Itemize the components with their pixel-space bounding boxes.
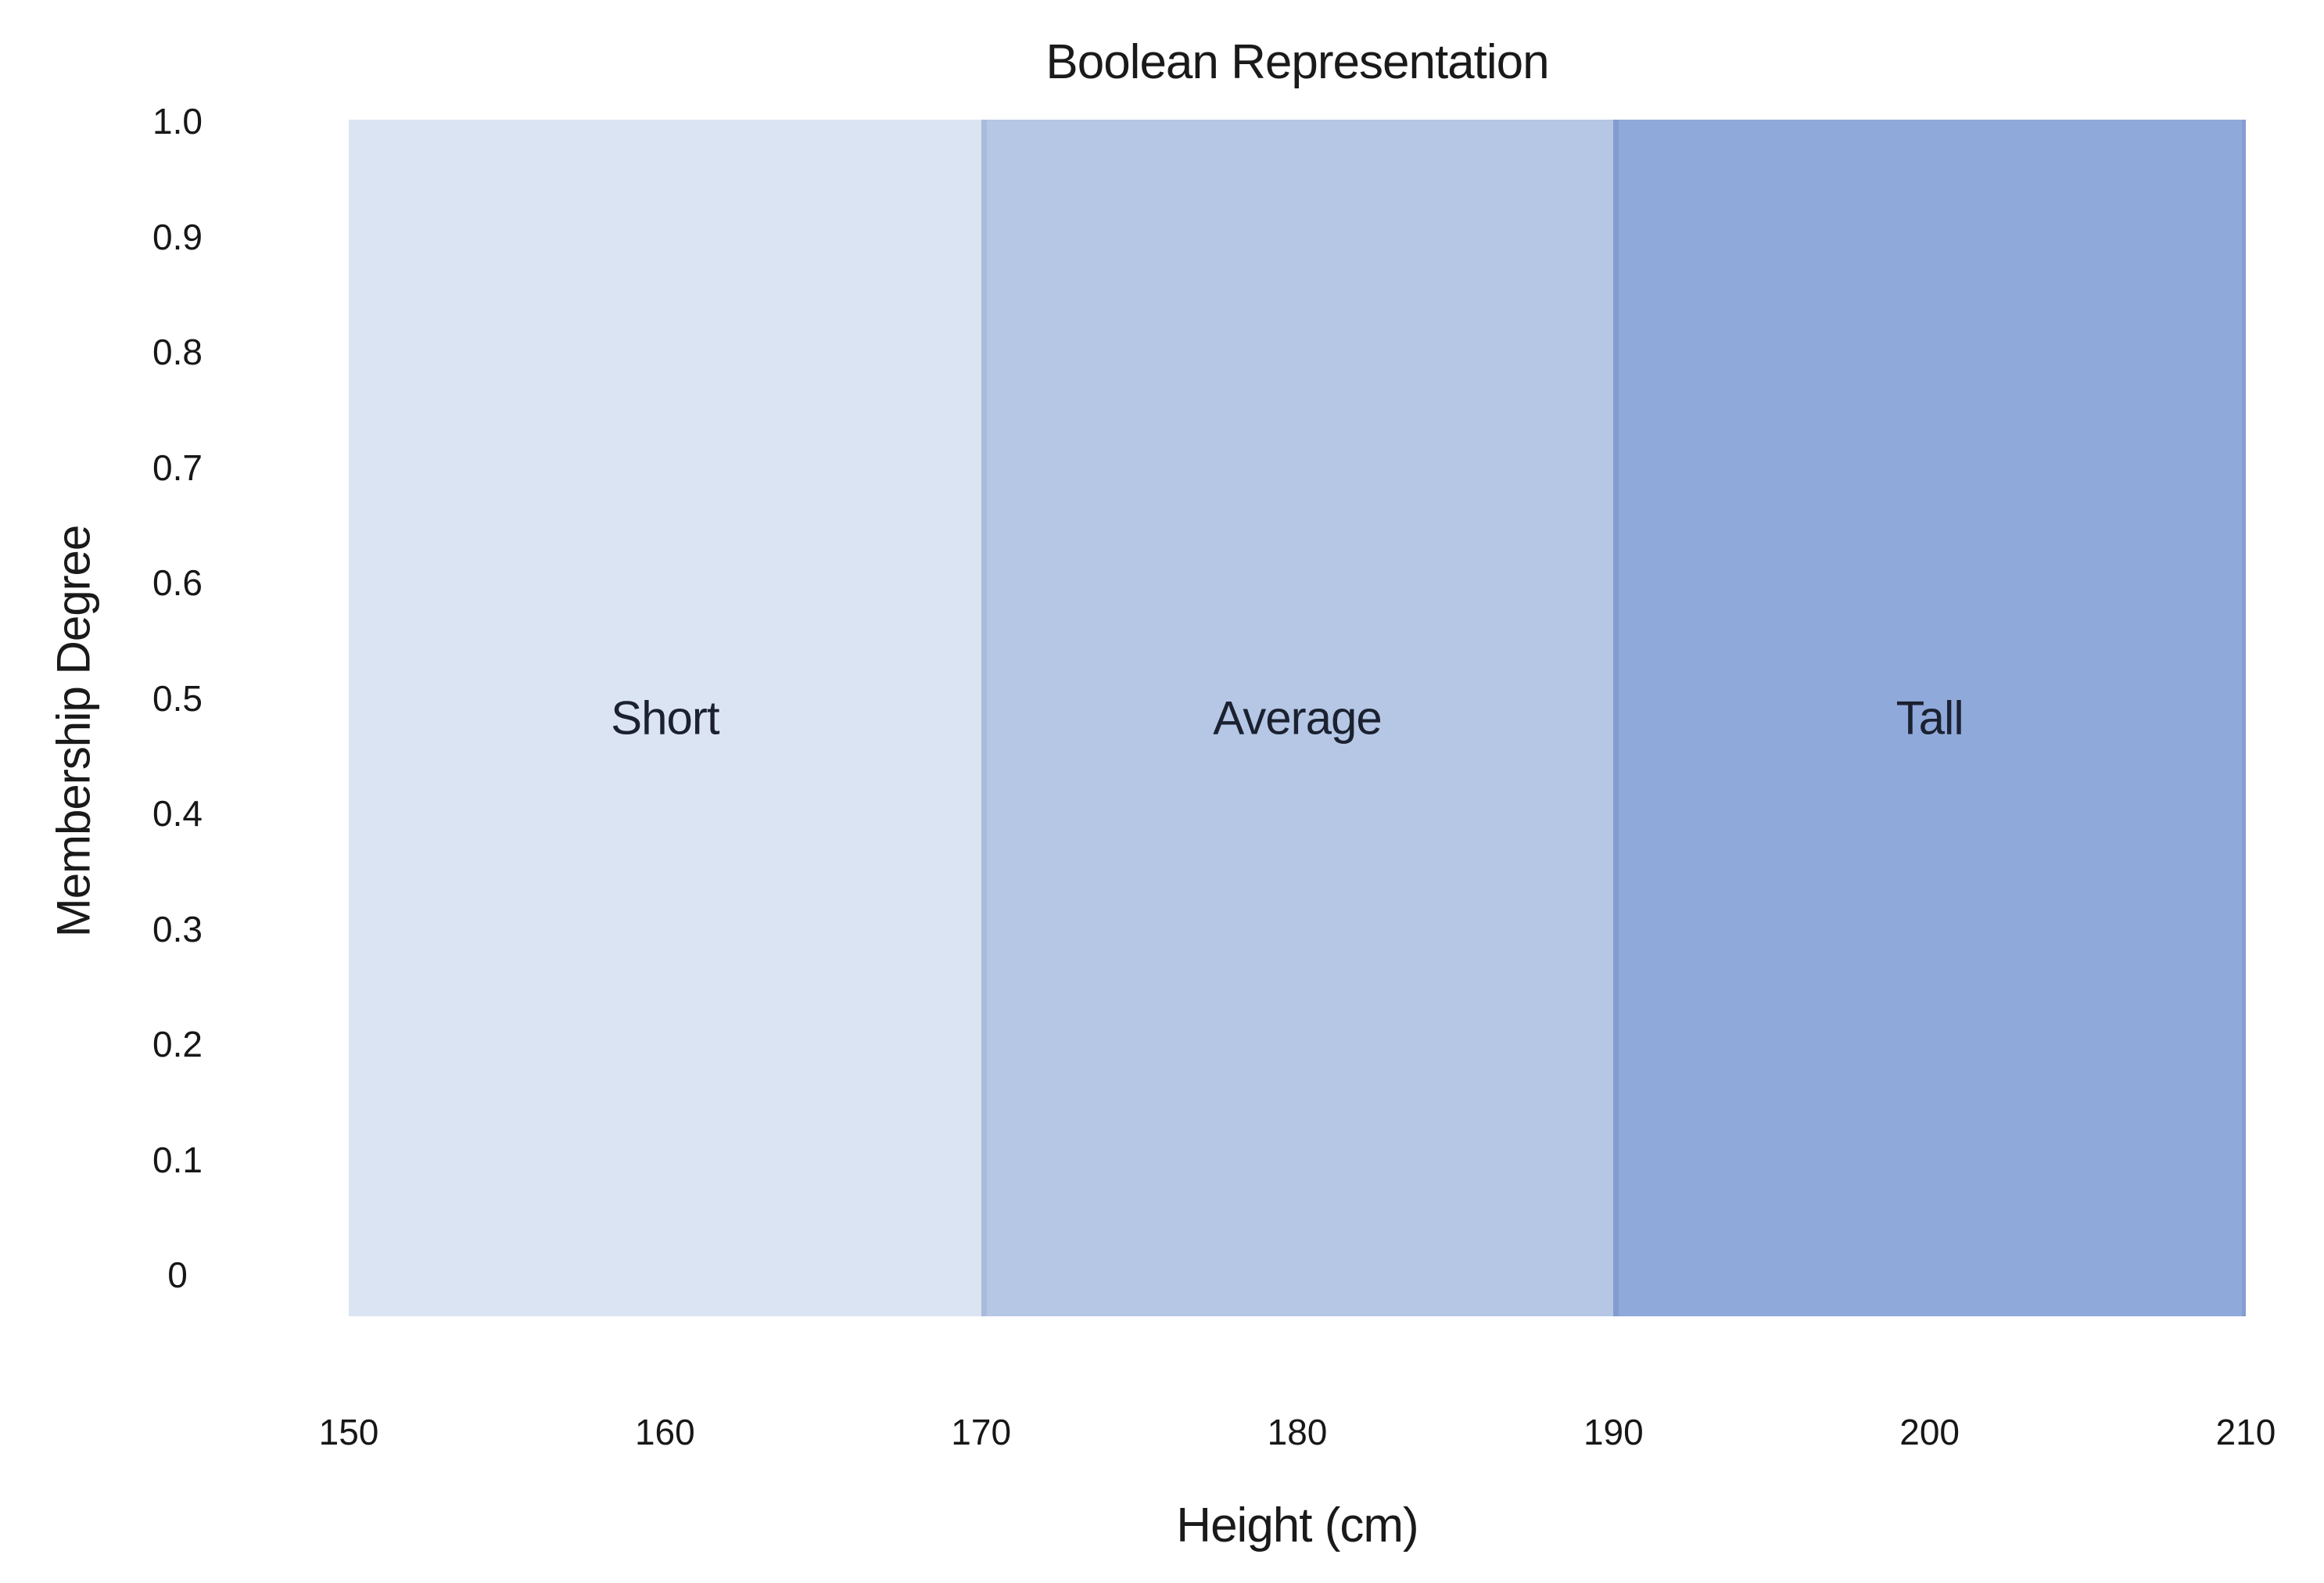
y-tick-label: 1.0 xyxy=(152,101,203,142)
y-tick-label: 0.1 xyxy=(152,1139,203,1180)
region-label-tall: Tall xyxy=(1895,691,1964,745)
y-axis-title: Membership Degree xyxy=(47,525,100,938)
y-tick-label: 0 xyxy=(167,1255,188,1295)
y-tick-label: 0.2 xyxy=(152,1024,203,1064)
x-tick-label: 160 xyxy=(634,1412,695,1452)
y-tick-label: 0.5 xyxy=(152,677,203,719)
y-tick-label: 0.4 xyxy=(152,793,203,834)
x-tick-label: 150 xyxy=(318,1412,379,1452)
y-tick-label: 0.3 xyxy=(152,908,203,949)
region-label-short: Short xyxy=(611,691,719,745)
region-label-average: Average xyxy=(1213,691,1382,745)
region-band-tall: Tall xyxy=(1613,120,2247,1316)
x-axis-tick-labels: 150 160 170 180 190 200 210 xyxy=(302,1414,2293,1450)
chart-title: Boolean Representation xyxy=(1045,35,1549,89)
x-axis-title: Height (cm) xyxy=(1176,1499,1418,1552)
y-tick-label: 0.9 xyxy=(152,216,203,257)
x-tick-label: 170 xyxy=(951,1412,1012,1452)
y-tick-label: 0.7 xyxy=(152,447,203,488)
x-tick-label: 210 xyxy=(2215,1412,2276,1452)
y-tick-label: 0.6 xyxy=(152,562,203,603)
y-tick-label: 0.8 xyxy=(152,332,203,372)
x-tick-label: 190 xyxy=(1583,1412,1644,1452)
plot-area: Short Average Tall xyxy=(349,120,2247,1316)
x-tick-label: 200 xyxy=(1899,1412,1960,1452)
region-band-average: Average xyxy=(981,120,1614,1316)
region-band-short: Short xyxy=(349,120,981,1316)
y-axis-tick-labels: 1.0 0.9 0.8 0.7 0.6 0.5 0.4 0.3 0.2 0.1 … xyxy=(119,103,236,1293)
x-tick-label: 180 xyxy=(1267,1412,1328,1452)
